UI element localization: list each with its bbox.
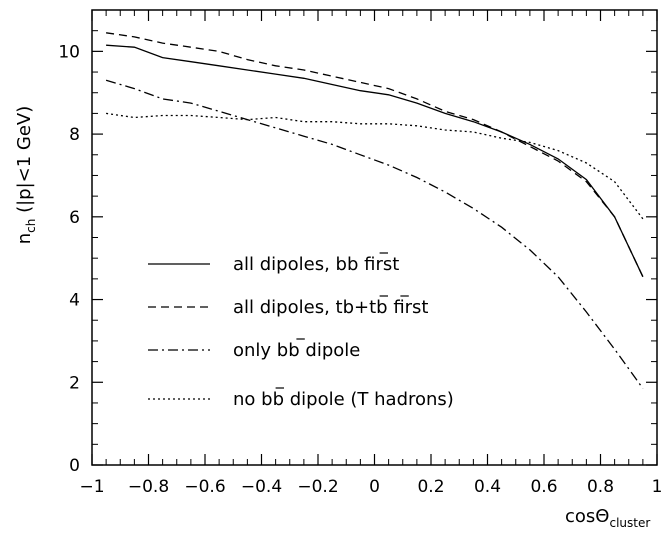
y-tick-label: 10: [58, 42, 80, 62]
legend-overline-glyph: b: [343, 297, 354, 318]
series-lines: [105, 32, 644, 389]
series-line-3: [105, 79, 644, 389]
legend-text-part: dipole (T hadrons): [284, 389, 454, 410]
legend-label-2: all dipoles, tb+tb first: [233, 297, 429, 318]
x-tick-label: −0.2: [297, 477, 338, 497]
x-tick-label: −0.8: [128, 477, 169, 497]
legend-overline-glyph: b: [288, 340, 299, 361]
x-tick-label: 0: [369, 477, 380, 497]
legend-text-part: all dipoles, t: [233, 297, 343, 318]
x-tick-label: 0.8: [587, 477, 614, 497]
series-line-1: [106, 44, 644, 278]
series-line-2: [106, 32, 644, 278]
y-axis-title-rest: (|p|<1 GeV): [14, 106, 35, 219]
legend-overline-glyph: t: [369, 297, 376, 318]
y-tick-label: 4: [69, 291, 80, 311]
series-line-4: [106, 112, 644, 220]
legend-text-part: no b: [233, 389, 273, 410]
legend-label-4: no bb dipole (T hadrons): [233, 389, 454, 410]
legend-text-part: b first: [376, 297, 428, 318]
y-axis-title-main: n: [14, 233, 35, 244]
y-tick-label: 2: [69, 373, 80, 393]
legend-text-part: all dipoles, b: [233, 254, 347, 275]
x-tick-label: −0.6: [184, 477, 225, 497]
x-axis-title: cosΘcluster: [565, 506, 650, 530]
x-tick-label: 0.4: [474, 477, 501, 497]
x-tick-label: −0.4: [241, 477, 282, 497]
x-tick-label: 1: [652, 477, 663, 497]
legend-text-part: only b: [233, 340, 288, 361]
y-tick-label: 6: [69, 208, 80, 228]
y-tick-label: 8: [69, 125, 80, 145]
x-axis-title-sub: cluster: [609, 516, 650, 530]
y-axis-title: nch (|p|<1 GeV): [14, 106, 38, 245]
legend-label-3: only bb dipole: [233, 340, 360, 361]
y-tick-label: 0: [69, 456, 80, 476]
legend-label-1: all dipoles, bb first: [233, 254, 399, 275]
x-tick-label: −1: [79, 477, 104, 497]
x-axis-title-main: cosΘ: [565, 506, 609, 527]
x-tick-label: 0.2: [417, 477, 444, 497]
legend-text-part: first: [358, 254, 399, 275]
x-tick-label: 0.6: [530, 477, 557, 497]
legend-overline-glyph: b: [347, 254, 358, 275]
y-axis-title-sub: ch: [24, 219, 38, 233]
legend-text-part: dipole: [300, 340, 361, 361]
legend-overline-glyph: b: [273, 389, 284, 410]
legend-text-part: +: [354, 297, 369, 318]
